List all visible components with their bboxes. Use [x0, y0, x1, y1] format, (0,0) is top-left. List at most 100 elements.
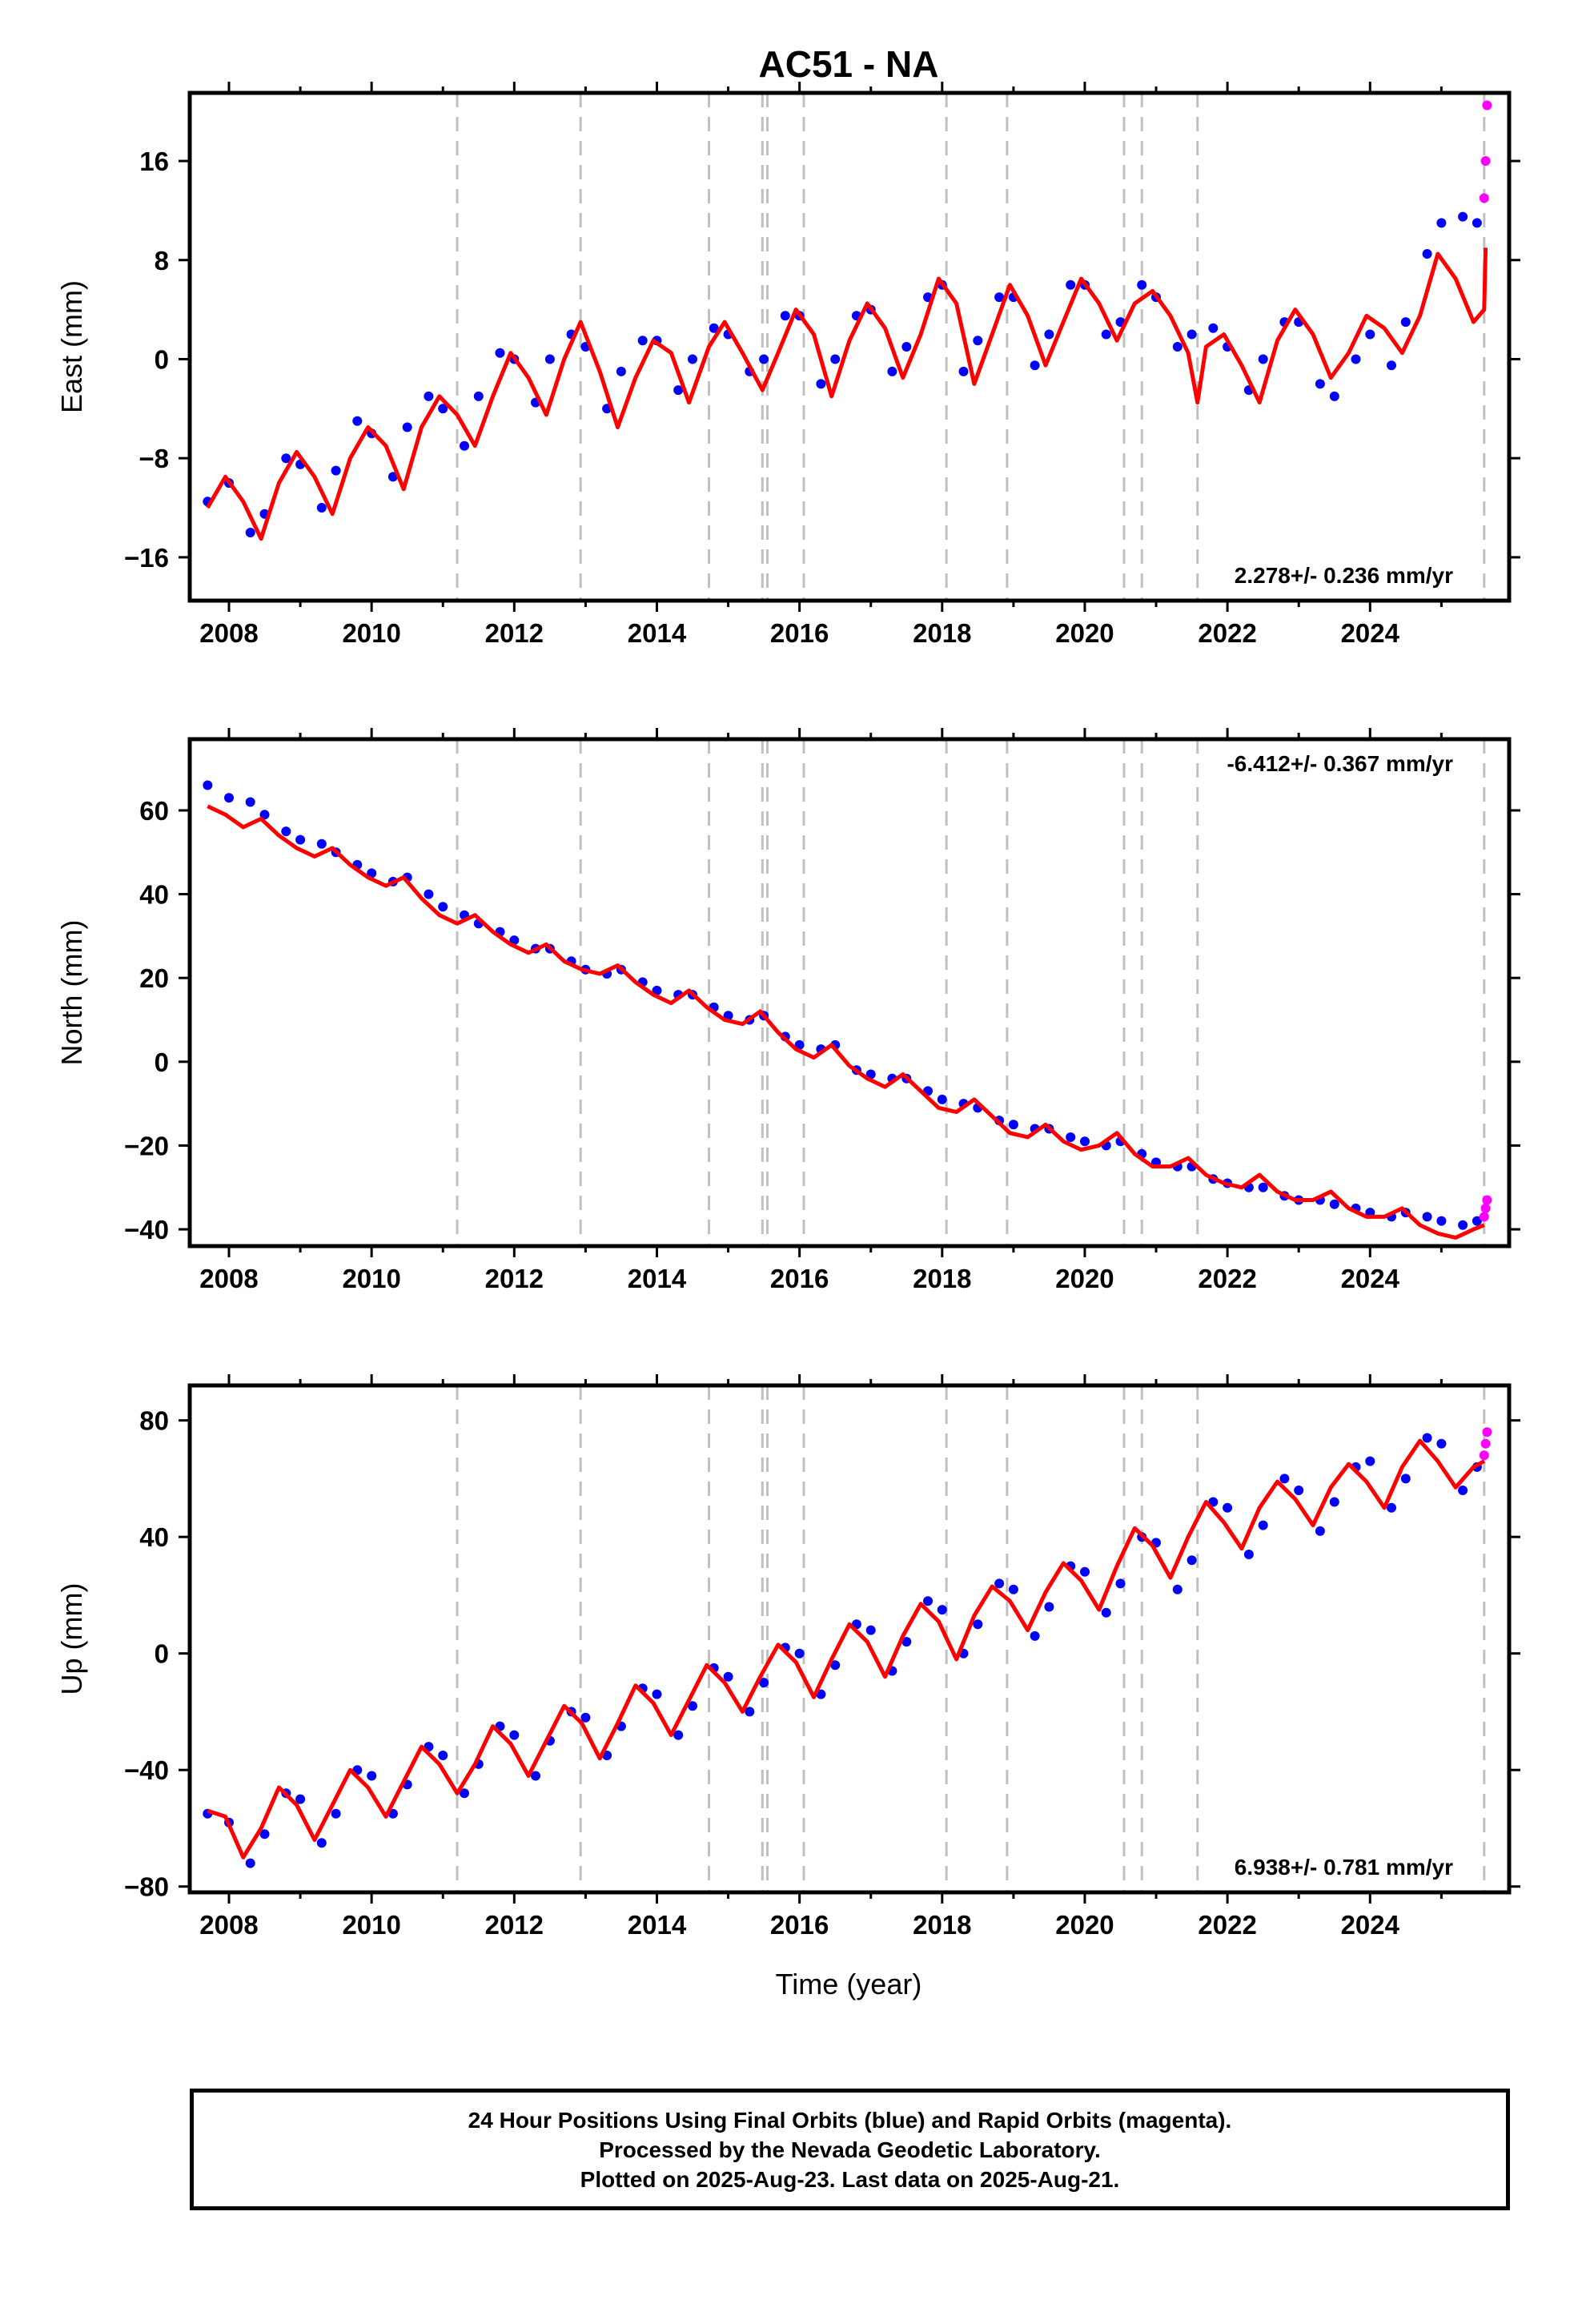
- east-point-0-26: [673, 385, 684, 396]
- up-point-0-26: [673, 1730, 684, 1740]
- east-point-0-11: [402, 422, 412, 432]
- east-point-0-56: [1208, 323, 1219, 333]
- up-y-tick-label: 0: [155, 1639, 169, 1669]
- up-point-0-47: [1044, 1602, 1054, 1612]
- east-point-0-39: [901, 342, 912, 352]
- east-x-tick-label: 2010: [342, 618, 400, 648]
- up-point-0-29: [723, 1671, 733, 1682]
- north-model-line: [207, 804, 1485, 1240]
- east-x-tick-label: 2014: [628, 618, 687, 648]
- north-point-0-4: [281, 826, 291, 837]
- north-x-tick-label: 2014: [628, 1264, 687, 1293]
- east-point-0-54: [1172, 342, 1182, 352]
- up-point-0-62: [1315, 1526, 1325, 1536]
- up-point-0-40: [923, 1596, 933, 1606]
- east-x-tick-label: 2018: [913, 618, 971, 648]
- east-point-0-55: [1186, 329, 1197, 340]
- up-point-0-69: [1436, 1438, 1447, 1449]
- north-y-tick-label: 60: [139, 796, 169, 826]
- east-point-0-46: [1030, 360, 1040, 371]
- up-point-0-59: [1258, 1520, 1268, 1530]
- up-x-tick-label: 2012: [485, 1910, 544, 1940]
- east-point-0-7: [331, 465, 341, 476]
- north-point-0-12: [424, 889, 434, 899]
- north-point-0-17: [509, 935, 520, 946]
- up-y-tick-label: 40: [139, 1522, 169, 1552]
- east-point-0-50: [1101, 329, 1111, 340]
- east-point-0-2: [245, 528, 255, 537]
- east-point-0-34: [816, 379, 826, 389]
- north-y-axis-label: North (mm): [55, 920, 88, 1066]
- up-point-0-21: [580, 1712, 591, 1723]
- up-panel: 2008 2010 2012 2014 2016 2018 2020 2022 2024 −80 −…: [55, 1374, 1520, 1940]
- east-point-0-67: [1400, 317, 1411, 328]
- east-point-0-62: [1315, 379, 1325, 389]
- up-x-tick-label: 2010: [342, 1910, 400, 1940]
- up-point-0-35: [830, 1660, 841, 1671]
- up-point-0-57: [1223, 1502, 1233, 1513]
- east-point-0-70: [1458, 211, 1468, 222]
- north-point-0-0: [203, 780, 213, 790]
- up-point-0-6: [316, 1838, 327, 1848]
- east-series-final-orbits: [203, 211, 1482, 537]
- up-point-0-30: [745, 1707, 755, 1717]
- east-model-line: [206, 247, 1488, 541]
- east-point-0-71: [1472, 218, 1482, 228]
- up-point-0-60: [1279, 1474, 1290, 1484]
- east-point-0-59: [1258, 354, 1268, 364]
- east-y-axis-label: East (mm): [55, 280, 88, 413]
- north-point-1-1: [1480, 1203, 1491, 1213]
- north-point-0-41: [937, 1094, 947, 1104]
- up-y-tick-label: −40: [124, 1755, 169, 1785]
- footer-box: 24 Hour Positions Using Final Orbits (bl…: [190, 2089, 1510, 2210]
- up-point-0-17: [509, 1730, 520, 1740]
- east-point-0-16: [495, 348, 505, 358]
- east-point-1-2: [1482, 100, 1492, 111]
- up-y-axis-label: Up (mm): [55, 1583, 88, 1695]
- north-point-0-68: [1422, 1212, 1432, 1222]
- up-point-0-70: [1458, 1486, 1468, 1495]
- up-point-0-2: [245, 1858, 255, 1868]
- up-frame: [187, 1383, 1512, 1895]
- up-point-1-2: [1482, 1427, 1492, 1437]
- north-point-0-71: [1472, 1216, 1482, 1226]
- up-point-0-41: [937, 1605, 947, 1615]
- north-point-0-9: [367, 868, 377, 879]
- up-y-tick-label: 80: [139, 1406, 169, 1436]
- up-x-tick-label: 2018: [913, 1910, 971, 1940]
- north-x-tick-label: 2012: [485, 1264, 544, 1293]
- north-point-0-33: [794, 1039, 805, 1050]
- north-y-tick-label: 20: [139, 963, 169, 993]
- up-model-line: [207, 1438, 1486, 1860]
- up-point-0-63: [1329, 1497, 1339, 1507]
- north-series-rapid-orbits: [1479, 1195, 1492, 1222]
- east-point-0-32: [780, 311, 790, 321]
- east-frame: [187, 90, 1512, 603]
- east-y-tick-label: 8: [155, 246, 169, 275]
- east-point-0-38: [887, 366, 897, 376]
- footer-line-1: 24 Hour Positions Using Final Orbits (bl…: [468, 2107, 1232, 2133]
- east-point-0-13: [438, 404, 448, 414]
- east-x-tick-label: 2020: [1055, 618, 1114, 648]
- up-x-tick-label: 2008: [199, 1910, 258, 1940]
- north-x-tick-label: 2008: [199, 1264, 258, 1293]
- up-point-0-55: [1186, 1555, 1197, 1566]
- up-point-0-39: [901, 1637, 912, 1647]
- east-x-tick-label: 2024: [1341, 618, 1400, 648]
- east-point-0-65: [1365, 329, 1375, 340]
- up-plot-area: [203, 1427, 1492, 1868]
- up-rate-label: 6.938+/- 0.781 mm/yr: [1235, 1855, 1453, 1880]
- north-frame: [187, 737, 1512, 1248]
- up-point-0-51: [1115, 1578, 1126, 1589]
- east-y-tick-label: −16: [124, 543, 169, 573]
- up-point-0-66: [1387, 1502, 1396, 1513]
- east-rate-label: 2.278+/- 0.236 mm/yr: [1235, 563, 1453, 588]
- north-point-0-6: [316, 838, 327, 849]
- north-point-0-3: [259, 810, 270, 820]
- x-axis-label: Time (year): [776, 1968, 922, 2000]
- north-x-tick-label: 2010: [342, 1264, 400, 1293]
- up-point-0-13: [438, 1751, 448, 1760]
- north-y-tick-label: −40: [124, 1215, 169, 1244]
- north-point-0-2: [245, 797, 255, 807]
